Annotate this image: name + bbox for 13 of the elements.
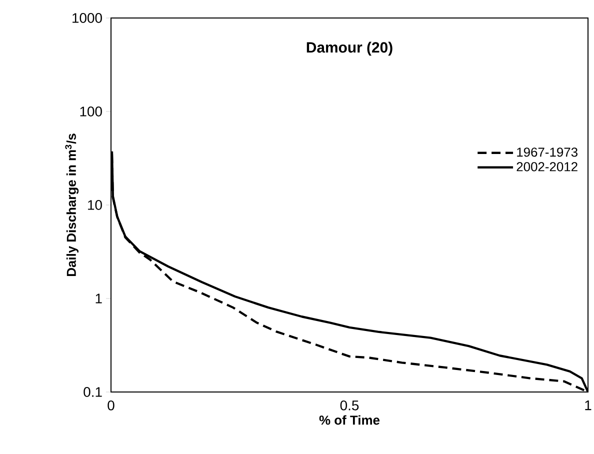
x-axis-title: % of Time <box>319 415 380 425</box>
y-tick-label: 1000 <box>72 13 102 23</box>
text: Damour (20) <box>306 42 392 56</box>
y-tick-label: 100 <box>80 106 102 116</box>
y-axis-title: Daily Discharge in m$^{3}$/s <box>65 134 79 276</box>
y-tick-label: 1 <box>96 294 102 304</box>
x-tick-label: 1 <box>585 400 592 410</box>
y-tick-label: 10 <box>88 200 102 210</box>
x-tick-label: 0 <box>108 400 114 410</box>
y-tick-label: 0.1 <box>84 387 102 397</box>
x-tick-label: 0.5 <box>340 400 359 410</box>
legend-label: 1967-1973 <box>517 148 578 157</box>
legend-label: 2002-2012 <box>516 162 578 172</box>
